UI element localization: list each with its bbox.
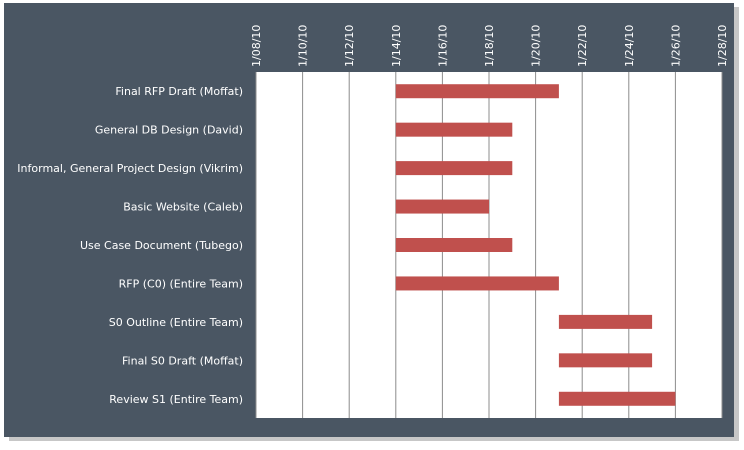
x-axis-tick-labels: 1/08/10 1/10/10 1/12/10 1/14/10 1/16/10 1/18/… <box>250 25 729 67</box>
task-bar <box>558 353 653 368</box>
x-tick-label: 1/22/10 <box>576 25 589 67</box>
x-tick-label: 1/28/10 <box>716 25 729 67</box>
task-bar <box>395 276 559 291</box>
task-bar <box>558 314 653 329</box>
x-tick-label: 1/08/10 <box>250 25 263 67</box>
category-label: Use Case Document (Tubego) <box>80 239 243 252</box>
category-label: Review S1 (Entire Team) <box>109 393 243 406</box>
task-bar <box>395 199 489 214</box>
task-bar <box>558 391 676 406</box>
x-tick-label: 1/14/10 <box>390 25 403 67</box>
category-label: Final S0 Draft (Moffat) <box>122 354 243 367</box>
task-bar <box>395 161 513 176</box>
category-label: RFP (C0) (Entire Team) <box>119 277 243 290</box>
category-label: Final RFP Draft (Moffat) <box>115 85 243 98</box>
x-tick-label: 1/26/10 <box>669 25 682 67</box>
category-label: Informal, General Project Design (Vikrim… <box>17 162 243 175</box>
category-label: Basic Website (Caleb) <box>123 201 243 214</box>
y-axis-category-labels: Final RFP Draft (Moffat) General DB Desig… <box>17 85 243 406</box>
task-bar <box>395 238 513 252</box>
x-tick-label: 1/24/10 <box>623 25 636 67</box>
task-bars <box>395 84 676 406</box>
x-tick-label: 1/10/10 <box>297 25 310 67</box>
category-label: S0 Outline (Entire Team) <box>109 316 243 329</box>
task-bar <box>395 122 513 137</box>
x-tick-label: 1/18/10 <box>483 25 496 67</box>
x-tick-label: 1/16/10 <box>436 25 449 67</box>
x-tick-label: 1/20/10 <box>530 25 543 67</box>
category-label: General DB Design (David) <box>95 124 243 137</box>
x-tick-label: 1/12/10 <box>343 25 356 67</box>
task-bar <box>395 84 559 99</box>
